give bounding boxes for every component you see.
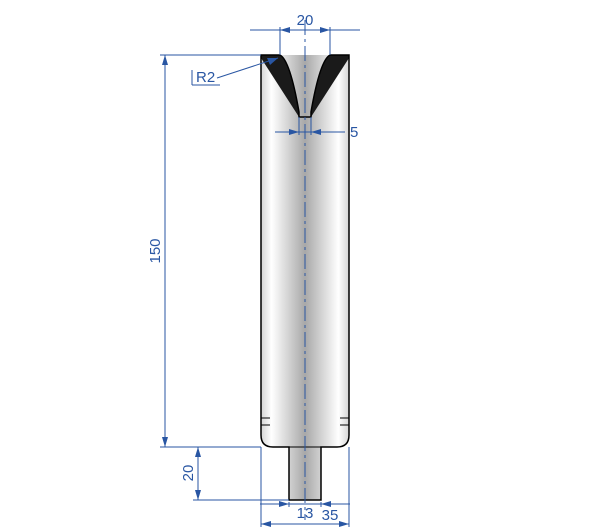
dim-base-width-value: 35 (322, 507, 339, 524)
dim-body-height-value: 150 (147, 238, 164, 263)
dim-notch-width-value: 5 (350, 124, 358, 141)
technical-drawing: 20 R2 5 150 20 (0, 0, 610, 531)
dim-body-height: 150 (147, 55, 261, 447)
dim-mount-height-value: 20 (180, 465, 197, 482)
dim-mount-height: 20 (180, 447, 289, 500)
dim-top-width-value: 20 (297, 12, 314, 29)
dim-radius-value: R2 (196, 69, 215, 86)
dim-mount-width-value: 13 (297, 505, 314, 522)
die-body (261, 55, 349, 500)
